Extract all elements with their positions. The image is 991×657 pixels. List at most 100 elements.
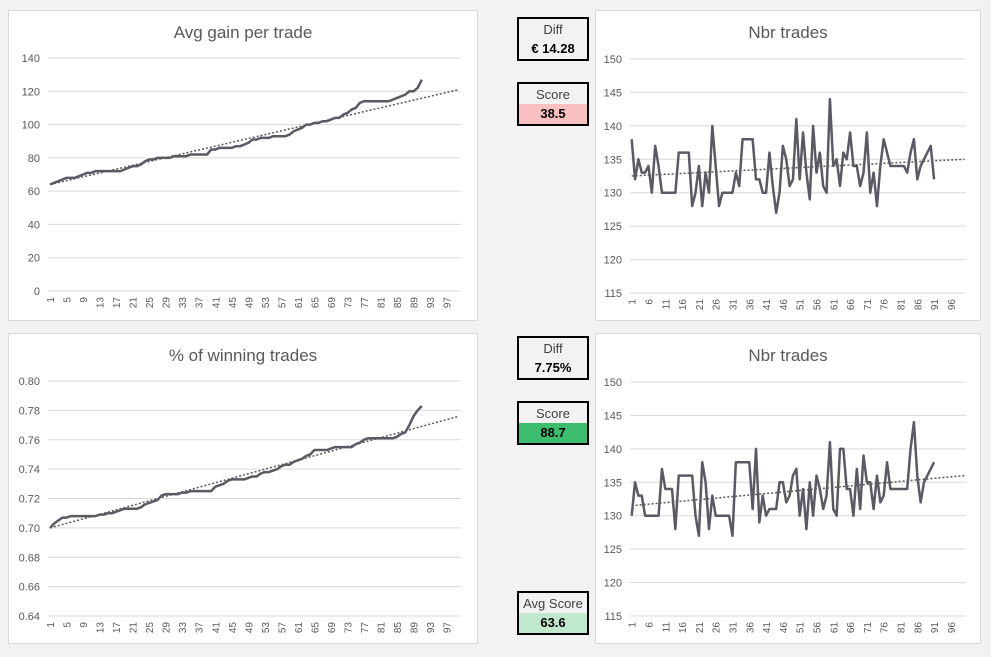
x-tick-label: 81 bbox=[376, 622, 387, 634]
y-tick-label: 140 bbox=[604, 121, 622, 133]
x-tick-label: 73 bbox=[343, 297, 354, 309]
x-tick-label: 9 bbox=[79, 297, 90, 303]
x-tick-label: 53 bbox=[261, 297, 272, 309]
score-value: 88.7 bbox=[519, 423, 587, 443]
x-tick-label: 11 bbox=[661, 299, 672, 310]
diff-value: € 14.28 bbox=[531, 41, 575, 56]
x-tick-label: 85 bbox=[393, 297, 404, 309]
x-tick-label: 41 bbox=[762, 299, 773, 311]
x-tick-label: 57 bbox=[277, 297, 288, 309]
x-tick-label: 89 bbox=[410, 622, 421, 634]
x-tick-label: 61 bbox=[294, 622, 305, 634]
avg-score-box: Avg Score 63.6 bbox=[517, 591, 589, 635]
x-tick-label: 65 bbox=[310, 297, 321, 309]
diff-value: 7.75% bbox=[534, 360, 572, 375]
x-tick-label: 61 bbox=[294, 297, 305, 309]
series-line bbox=[49, 79, 423, 186]
x-tick-label: 21 bbox=[695, 622, 706, 634]
x-tick-label: 66 bbox=[846, 299, 857, 311]
y-tick-label: 145 bbox=[604, 87, 622, 99]
x-tick-label: 69 bbox=[327, 297, 338, 309]
y-tick-label: 120 bbox=[22, 86, 40, 98]
x-tick-label: 49 bbox=[244, 622, 255, 634]
x-tick-label: 33 bbox=[178, 622, 189, 634]
x-tick-label: 41 bbox=[762, 622, 773, 634]
x-tick-label: 36 bbox=[745, 299, 756, 311]
x-tick-label: 46 bbox=[779, 622, 790, 634]
x-tick-label: 91 bbox=[930, 299, 941, 311]
x-tick-label: 51 bbox=[796, 299, 807, 311]
y-tick-label: 140 bbox=[22, 53, 40, 65]
x-tick-label: 37 bbox=[195, 297, 206, 309]
chart-nbr-trades-top: Nbr trades 115 120 125 130 135 140 145 150 1 6 11 1… bbox=[595, 10, 981, 321]
trendline bbox=[49, 415, 460, 529]
chart-title: Nbr trades bbox=[748, 23, 828, 42]
x-tick-label: 65 bbox=[310, 622, 321, 634]
x-tick-label: 73 bbox=[343, 622, 354, 634]
x-tick-label: 31 bbox=[728, 299, 739, 311]
chart-title: Nbr trades bbox=[748, 346, 828, 365]
x-tick-label: 13 bbox=[96, 297, 107, 309]
x-tick-label: 41 bbox=[211, 622, 222, 634]
y-tick-label: 0.68 bbox=[19, 552, 40, 564]
y-tick-label: 0.70 bbox=[19, 523, 40, 535]
y-tick-label: 115 bbox=[604, 611, 622, 623]
diff-box-bottom: Diff 7.75% bbox=[517, 336, 589, 380]
x-tick-label: 97 bbox=[443, 622, 454, 634]
x-tick-label: 41 bbox=[211, 297, 222, 309]
x-tick-label: 93 bbox=[426, 622, 437, 634]
avg-score-label: Avg Score bbox=[523, 596, 583, 611]
y-tick-label: 130 bbox=[604, 511, 622, 523]
x-tick-label: 37 bbox=[195, 622, 206, 634]
x-tick-label: 97 bbox=[443, 297, 454, 309]
chart-winning-pct: % of winning trades 0.64 0.66 0.68 0.70 0.72… bbox=[8, 333, 478, 644]
x-tick-label: 61 bbox=[829, 299, 840, 311]
x-tick-label: 5 bbox=[63, 297, 74, 303]
chart-plot: 0.640.660.680.700.720.740.760.780.801 5 9 1… bbox=[19, 376, 461, 634]
score-box-top: Score 38.5 bbox=[517, 82, 589, 126]
x-tick-label: 96 bbox=[947, 622, 958, 634]
x-tick-label: 33 bbox=[178, 297, 189, 309]
y-tick-label: 40 bbox=[28, 219, 40, 231]
y-tick-label: 140 bbox=[604, 444, 622, 456]
x-tick-label: 13 bbox=[96, 622, 107, 634]
series-line bbox=[630, 420, 936, 538]
diff-label: Diff bbox=[543, 341, 563, 356]
x-tick-label: 56 bbox=[812, 299, 823, 311]
x-tick-label: 17 bbox=[112, 297, 123, 309]
x-tick-label: 21 bbox=[129, 297, 140, 309]
y-tick-label: 0 bbox=[34, 286, 40, 298]
x-tick-label: 25 bbox=[145, 297, 156, 309]
chart-nbr-trades-bottom: Nbr trades 115 120 125 130 135 140 145 150 1 6 11 1… bbox=[595, 333, 981, 644]
y-tick-label: 0.78 bbox=[19, 405, 40, 417]
x-tick-label: 71 bbox=[863, 622, 874, 634]
x-tick-label: 81 bbox=[376, 297, 387, 309]
y-tick-label: 80 bbox=[28, 153, 40, 165]
x-tick-label: 91 bbox=[930, 622, 941, 634]
x-tick-label: 1 bbox=[46, 622, 57, 628]
x-tick-label: 77 bbox=[360, 622, 371, 634]
y-tick-label: 145 bbox=[604, 410, 622, 422]
chart-plot: 0 20 40 60 80 100 120 140 1 5 9 13 17 21 25 29 33 37 41 45 4… bbox=[22, 53, 461, 309]
x-tick-label: 57 bbox=[277, 622, 288, 634]
y-tick-label: 60 bbox=[28, 186, 40, 198]
x-tick-label: 11 bbox=[661, 622, 672, 633]
x-tick-label: 6 bbox=[644, 622, 655, 628]
x-tick-label: 77 bbox=[360, 297, 371, 309]
x-tick-label: 16 bbox=[678, 299, 689, 311]
y-tick-label: 0.74 bbox=[19, 464, 40, 476]
x-tick-label: 49 bbox=[244, 297, 255, 309]
x-tick-label: 76 bbox=[880, 622, 891, 634]
x-tick-label: 26 bbox=[712, 299, 723, 311]
trendline bbox=[49, 88, 460, 186]
series-line bbox=[49, 405, 423, 529]
x-tick-label: 93 bbox=[426, 297, 437, 309]
x-tick-label: 6 bbox=[644, 299, 655, 305]
x-tick-label: 17 bbox=[112, 622, 123, 634]
chart-avg-gain: Avg gain per trade 0 20 40 60 80 100 120 140 1 5 9… bbox=[8, 10, 478, 321]
x-tick-label: 51 bbox=[796, 622, 807, 634]
x-tick-label: 9 bbox=[79, 622, 90, 628]
score-label: Score bbox=[536, 406, 570, 421]
